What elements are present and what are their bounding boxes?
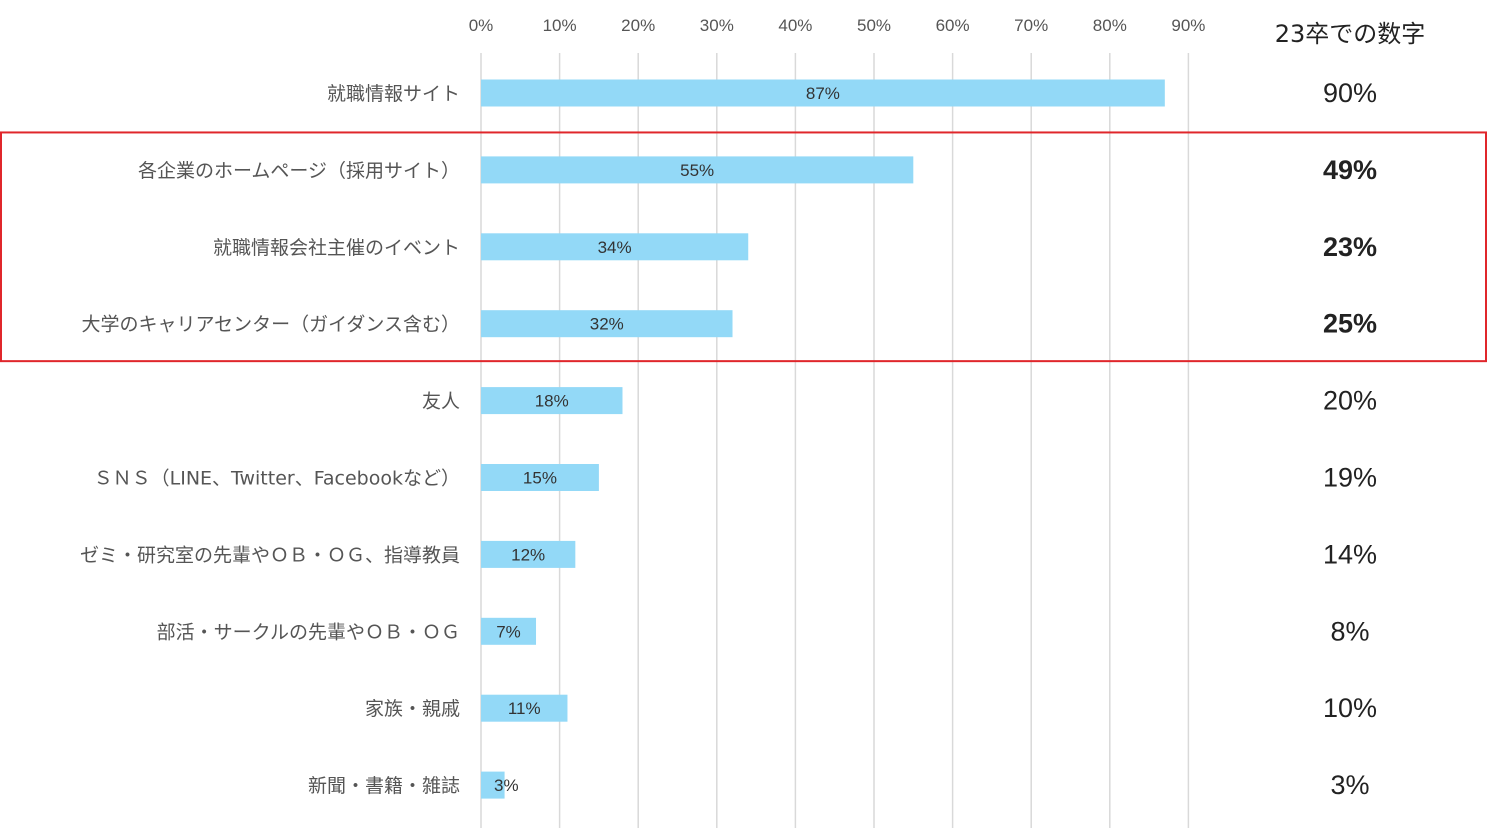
- comparison-value: 8%: [1330, 616, 1369, 646]
- category-label: ゼミ・研究室の先輩やＯＢ・ＯＧ、指導教員: [80, 544, 460, 566]
- comparison-value: 14%: [1323, 539, 1377, 569]
- category-label: 各企業のホームページ（採用サイト）: [138, 160, 460, 182]
- category-label: 大学のキャリアセンター（ガイダンス含む）: [82, 314, 460, 336]
- data-labels: 87% 55% 34% 32% 18% 15% 12% 7% 11% 3%: [494, 84, 840, 795]
- data-label: 34%: [598, 238, 632, 257]
- category-label: 就職情報サイト: [327, 83, 460, 105]
- x-tick-label: 70%: [1014, 16, 1048, 35]
- data-label: 55%: [680, 161, 714, 180]
- comparison-value: 3%: [1330, 770, 1369, 800]
- comparison-value: 25%: [1323, 309, 1377, 339]
- category-label: 家族・親戚: [365, 698, 460, 720]
- category-label: 部活・サークルの先輩やＯＢ・ＯＧ: [157, 621, 460, 643]
- comparison-value: 20%: [1323, 386, 1377, 416]
- data-label: 15%: [523, 469, 557, 488]
- bar: [481, 540, 576, 568]
- x-tick-label: 10%: [543, 16, 577, 35]
- category-label: 就職情報会社主催のイベント: [213, 237, 460, 259]
- comparison-value: 10%: [1323, 693, 1377, 723]
- bar: [481, 79, 1165, 107]
- x-tick-label: 50%: [857, 16, 891, 35]
- bar: [481, 233, 749, 261]
- data-label: 3%: [494, 776, 519, 795]
- data-label: 32%: [590, 315, 624, 334]
- x-tick-label: 20%: [621, 16, 655, 35]
- x-tick-label: 90%: [1171, 16, 1205, 35]
- data-label: 7%: [496, 622, 521, 641]
- data-label: 87%: [806, 84, 840, 103]
- data-label: 12%: [511, 545, 545, 564]
- bar: [481, 694, 568, 722]
- category-label: 新聞・書籍・雑誌: [308, 775, 460, 797]
- highlight-box: [0, 131, 1487, 363]
- x-tick-label: 0%: [469, 16, 494, 35]
- comparison-value: 23%: [1323, 232, 1377, 262]
- bar: [481, 464, 599, 491]
- bar: [481, 771, 505, 799]
- bar: [481, 310, 733, 338]
- x-tick-label: 30%: [700, 16, 734, 35]
- x-tick-label: 40%: [778, 16, 812, 35]
- comparison-value: 49%: [1323, 155, 1377, 185]
- category-label: 友人: [422, 391, 460, 413]
- bars: [481, 79, 1165, 799]
- data-label: 18%: [535, 392, 569, 411]
- x-tick-label: 60%: [936, 16, 970, 35]
- bar: [481, 156, 914, 184]
- data-label: 11%: [508, 699, 541, 718]
- x-tick-label: 80%: [1093, 16, 1127, 35]
- bar: [481, 617, 537, 645]
- comparison-header: 23卒での数字: [1275, 20, 1426, 48]
- x-tick-labels: 0% 10% 20% 30% 40% 50% 60% 70% 80% 90%: [469, 16, 1206, 35]
- comparison-column: 23卒での数字 90% 49% 23% 25% 20% 19% 14% 8% 10% 3%: [1275, 20, 1426, 800]
- comparison-value: 19%: [1323, 463, 1377, 493]
- bar: [481, 387, 623, 415]
- category-label: ＳＮＳ（LINE、Twitter、Facebookなど）: [94, 468, 460, 490]
- comparison-value: 90%: [1323, 78, 1377, 108]
